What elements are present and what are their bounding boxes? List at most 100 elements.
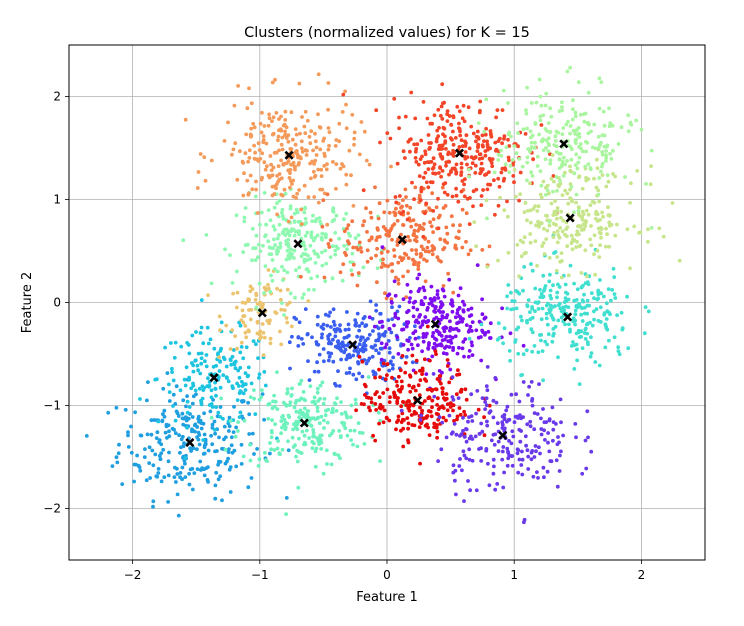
scatter-point	[466, 307, 471, 312]
scatter-point	[333, 252, 338, 257]
scatter-point	[427, 433, 432, 437]
scatter-point	[333, 231, 338, 235]
scatter-point	[232, 404, 236, 409]
scatter-point	[454, 432, 459, 437]
scatter-point	[221, 355, 226, 360]
scatter-point	[279, 419, 284, 423]
scatter-point	[275, 407, 280, 411]
scatter-point	[187, 471, 192, 476]
scatter-point	[289, 254, 293, 259]
scatter-point	[209, 402, 214, 406]
scatter-point	[473, 163, 478, 168]
scatter-point	[330, 244, 335, 249]
scatter-point	[439, 104, 444, 109]
scatter-point	[617, 352, 622, 357]
scatter-point	[381, 391, 386, 395]
scatter-point	[390, 366, 395, 371]
scatter-point	[443, 398, 447, 402]
scatter-point	[530, 315, 535, 320]
scatter-point	[504, 145, 509, 150]
scatter-point	[347, 241, 351, 246]
scatter-point	[373, 375, 377, 380]
scatter-point	[317, 442, 321, 446]
scatter-point	[190, 427, 194, 432]
scatter-point	[347, 370, 352, 375]
scatter-point	[253, 412, 258, 416]
scatter-point	[413, 149, 418, 154]
scatter-point	[377, 395, 382, 400]
scatter-point	[586, 282, 591, 287]
scatter-point	[529, 262, 533, 266]
scatter-point	[541, 378, 545, 383]
scatter-point	[425, 331, 429, 336]
scatter-point	[371, 433, 375, 438]
scatter-point	[612, 292, 617, 296]
scatter-point	[495, 482, 500, 486]
scatter-point	[546, 191, 551, 196]
scatter-point	[457, 145, 462, 149]
scatter-point	[551, 235, 556, 240]
scatter-point	[579, 329, 584, 334]
scatter-point	[447, 172, 451, 177]
scatter-point	[275, 201, 279, 206]
scatter-point	[320, 263, 325, 268]
scatter-point	[430, 180, 435, 185]
scatter-point	[328, 433, 332, 438]
scatter-point	[462, 119, 467, 124]
scatter-point	[339, 349, 344, 353]
scatter-point	[228, 490, 233, 494]
scatter-point	[247, 432, 252, 436]
scatter-point	[386, 318, 391, 322]
scatter-point	[451, 142, 456, 147]
scatter-point	[541, 179, 546, 184]
scatter-point	[202, 451, 207, 456]
scatter-point	[378, 346, 383, 351]
scatter-point	[529, 327, 534, 332]
scatter-point	[236, 84, 241, 88]
scatter-point	[227, 415, 232, 420]
scatter-point	[518, 413, 522, 417]
scatter-point	[300, 429, 305, 434]
centroid-marker-4	[299, 418, 309, 428]
scatter-point	[374, 303, 378, 307]
scatter-point	[569, 233, 574, 238]
scatter-point	[451, 408, 455, 413]
scatter-point	[453, 334, 458, 339]
scatter-point	[474, 139, 478, 144]
scatter-point	[506, 450, 511, 455]
scatter-point	[320, 332, 324, 337]
scatter-point	[344, 253, 348, 257]
scatter-point	[349, 403, 354, 408]
scatter-point	[457, 109, 462, 114]
scatter-point	[506, 101, 510, 105]
scatter-point	[506, 456, 511, 461]
scatter-point	[138, 397, 142, 401]
scatter-point	[247, 148, 252, 153]
scatter-point	[263, 264, 268, 269]
scatter-point	[377, 234, 382, 239]
scatter-point	[336, 246, 340, 251]
scatter-point	[545, 183, 550, 188]
scatter-point	[282, 422, 286, 427]
scatter-point	[528, 149, 532, 154]
scatter-point	[548, 459, 553, 463]
scatter-point	[549, 296, 553, 301]
scatter-point	[262, 291, 266, 295]
scatter-point	[410, 423, 415, 427]
scatter-point	[322, 164, 327, 168]
scatter-point	[390, 305, 394, 310]
scatter-point	[565, 69, 570, 74]
scatter-point	[502, 137, 506, 141]
scatter-point	[440, 155, 445, 159]
scatter-point	[461, 103, 466, 108]
scatter-point	[260, 151, 265, 156]
scatter-point	[480, 248, 485, 252]
scatter-point	[433, 349, 438, 354]
scatter-point	[607, 124, 612, 129]
scatter-point	[254, 305, 259, 310]
scatter-point	[583, 248, 588, 253]
scatter-point	[273, 77, 277, 82]
scatter-point	[347, 352, 352, 357]
scatter-point	[254, 179, 258, 184]
scatter-point	[388, 136, 393, 141]
